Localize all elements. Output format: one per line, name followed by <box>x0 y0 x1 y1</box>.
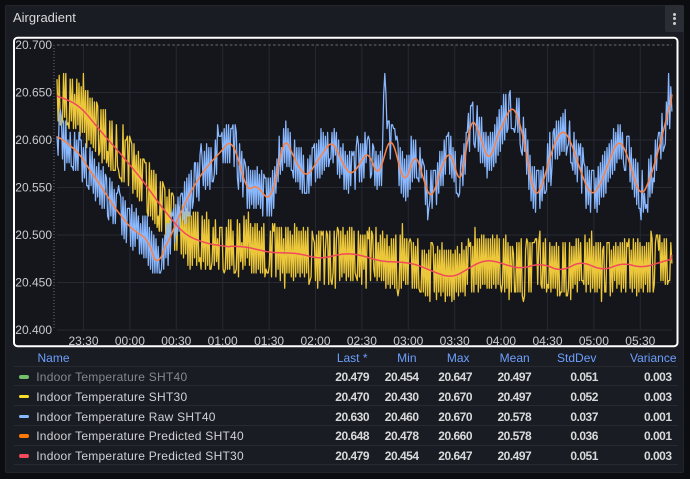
svg-text:01:00: 01:00 <box>208 334 238 348</box>
svg-text:04:30: 04:30 <box>532 334 562 348</box>
svg-text:05:30: 05:30 <box>625 334 655 348</box>
svg-text:01:30: 01:30 <box>254 334 284 348</box>
svg-text:02:30: 02:30 <box>347 334 377 348</box>
svg-text:04:00: 04:00 <box>486 334 516 348</box>
svg-text:20.650: 20.650 <box>15 86 52 100</box>
svg-text:00:30: 00:30 <box>161 334 191 348</box>
svg-text:05:00: 05:00 <box>579 334 609 348</box>
svg-text:23:30: 23:30 <box>68 334 98 348</box>
svg-text:20.450: 20.450 <box>15 276 52 290</box>
svg-text:03:00: 03:00 <box>393 334 423 348</box>
svg-text:03:30: 03:30 <box>440 334 470 348</box>
svg-text:20.700: 20.700 <box>15 38 52 52</box>
svg-text:20.600: 20.600 <box>15 133 52 147</box>
svg-text:00:00: 00:00 <box>115 334 145 348</box>
svg-text:20.500: 20.500 <box>15 228 52 242</box>
svg-text:20.550: 20.550 <box>15 181 52 195</box>
svg-text:20.400: 20.400 <box>15 323 52 337</box>
svg-text:02:00: 02:00 <box>300 334 330 348</box>
